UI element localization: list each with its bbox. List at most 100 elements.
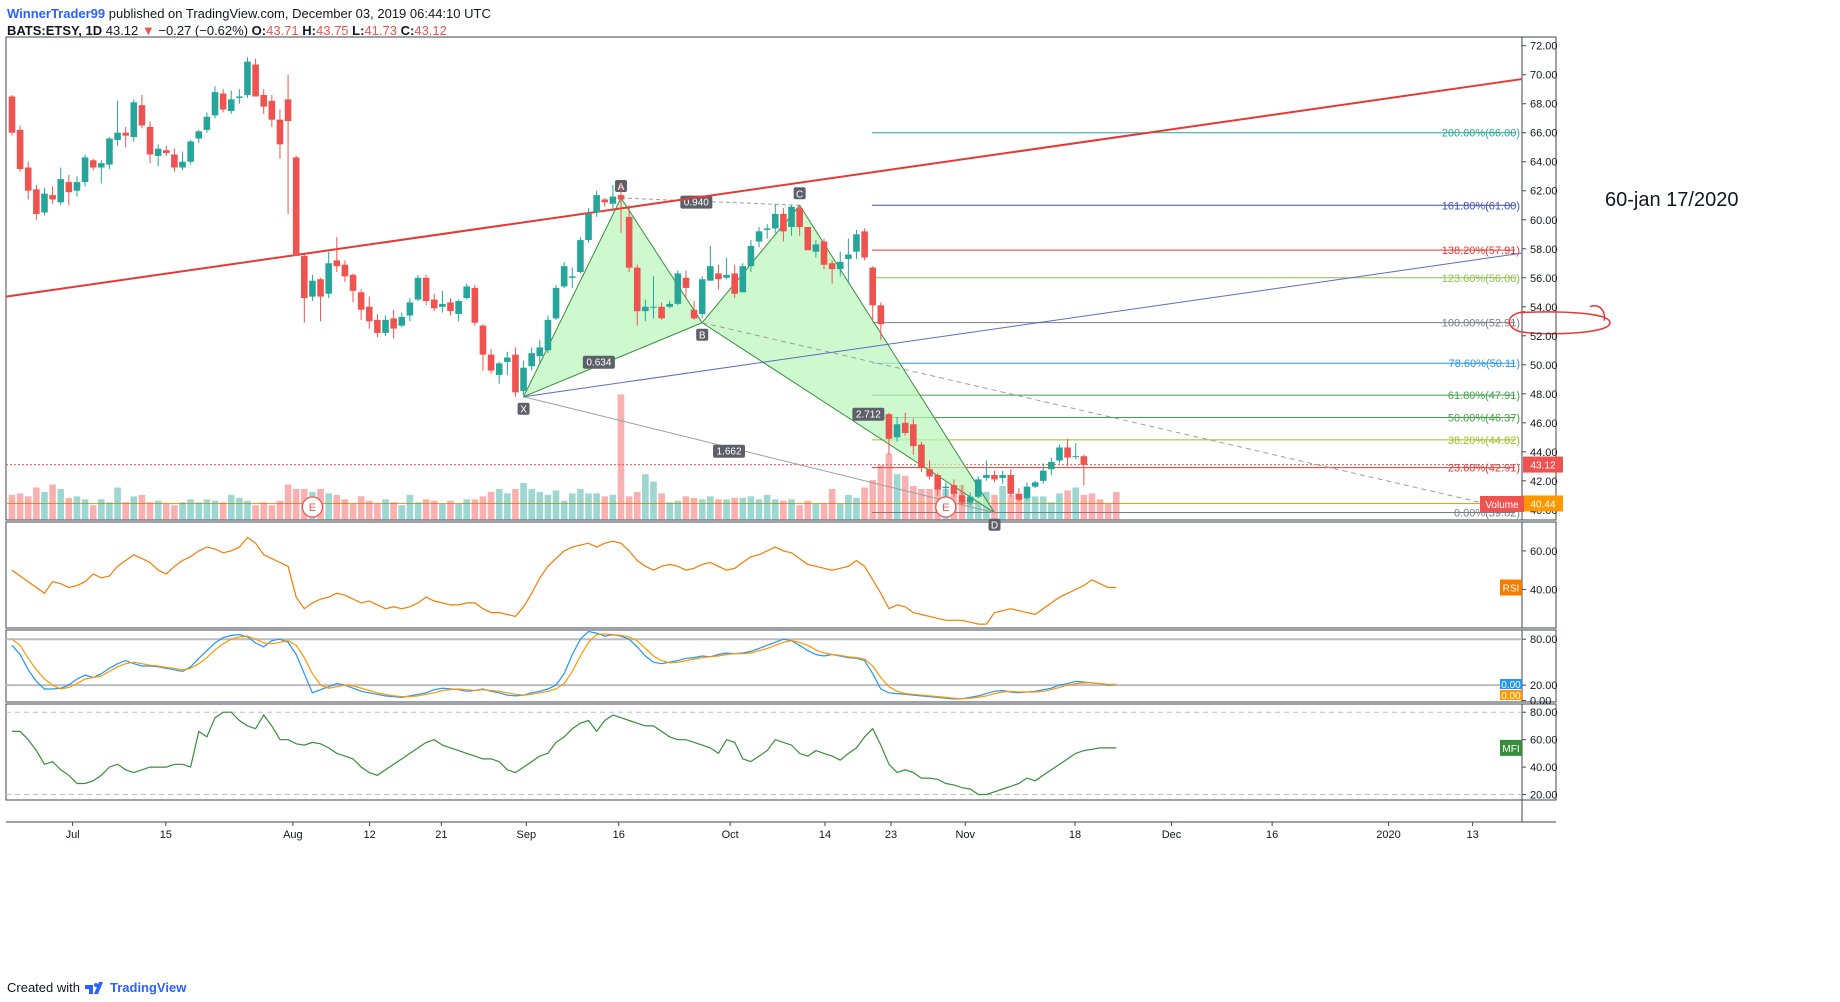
price-axes[interactable]: 72.00 70.00 68.00 66.00 64.00 62.00 60.00 58.00…	[1522, 41, 1558, 802]
candle-body	[439, 303, 446, 307]
volume-bar	[577, 488, 584, 520]
author-link[interactable]: WinnerTrader99	[7, 6, 106, 21]
volume-bar	[918, 488, 925, 520]
fibonacci-extension[interactable]: 200.00%(66.00) 161.80%(61.00) 138.20%(57.9…	[872, 128, 1611, 520]
candle-body	[292, 157, 300, 257]
candle-body	[219, 93, 227, 110]
volume-bar	[568, 493, 576, 520]
price-tick-label-14: 44.00	[1530, 447, 1558, 459]
fib-level-label-7: 50.00%(46.37)	[1448, 412, 1520, 424]
indicator-series	[6, 536, 1522, 796]
blue-support-trendline	[523, 252, 1523, 398]
candle-body	[528, 353, 535, 367]
candle-body	[682, 277, 690, 288]
candle-body	[958, 495, 966, 503]
guide-lines	[6, 464, 1522, 504]
fib-level-label-5: 78.60%(50.11)	[1449, 358, 1520, 370]
candle-body	[536, 347, 544, 357]
volume-bar	[1096, 499, 1104, 520]
volume-bar	[16, 493, 24, 520]
candle-body	[828, 263, 836, 270]
footer: Created with TradingView	[7, 980, 186, 995]
volume-bar	[187, 499, 194, 520]
candle-body	[260, 95, 268, 107]
candle-body	[1072, 456, 1080, 458]
time-tick-label-13: 16	[1266, 829, 1278, 841]
volume-bar	[146, 502, 154, 520]
volume-bar	[999, 486, 1006, 520]
annotation-text: 60-jan 17/2020	[1605, 189, 1738, 211]
candle-body	[918, 444, 925, 468]
volume-bar	[536, 491, 544, 520]
volume-bar	[390, 502, 397, 520]
candle-body	[820, 241, 828, 265]
volume-bar	[195, 502, 203, 520]
volume-bar	[658, 493, 665, 520]
volume-bar	[666, 502, 674, 520]
candle-body	[195, 131, 203, 139]
mfi-tag-label: MFI	[1502, 744, 1519, 755]
candle-body	[1031, 482, 1039, 487]
chart-labels: E E60-jan 17/202043.1240.44VolumeRSI0.000…	[301, 189, 1738, 756]
publish-info: published on TradingView.com, December 0…	[108, 6, 491, 21]
volume-bar	[284, 484, 292, 520]
candle-body	[447, 302, 454, 312]
volume-bar	[893, 474, 901, 520]
volume-bar	[512, 488, 519, 520]
candle-body	[974, 479, 982, 497]
pattern-ac-line	[620, 197, 800, 206]
candle-body	[374, 319, 381, 333]
volume-bar	[333, 494, 341, 520]
earnings-marker-label-0: E	[309, 502, 316, 514]
time-axis[interactable]: Jul 15 Aug 12 21 Sep 16 Oct 14 23 Nov 18 Dec 16 2020 13	[66, 822, 1479, 841]
candle-body	[1015, 493, 1023, 500]
volume-bar	[57, 488, 65, 520]
fib-level-label-8: 38.20%(44.82)	[1448, 435, 1520, 447]
fib-level-label-9: 23.60%(42.91)	[1448, 463, 1520, 475]
candle-body	[154, 148, 162, 156]
volume-bar	[8, 494, 16, 520]
volume-bar	[179, 502, 186, 520]
time-tick-label-0: Jul	[66, 829, 80, 841]
volume-bar	[552, 490, 560, 520]
volume-bar	[268, 505, 276, 520]
close-label: C:	[400, 23, 415, 38]
candle-body	[1007, 475, 1015, 494]
mfi-tick-label-1: 60.00	[1530, 735, 1558, 747]
volume-bar	[601, 496, 609, 520]
candle-body	[885, 414, 893, 439]
candle-body	[877, 305, 885, 325]
candle-body	[382, 319, 389, 333]
volume-bar	[609, 494, 617, 520]
mfi-tick-label-0: 80.00	[1530, 707, 1558, 719]
volume-bar	[73, 496, 81, 520]
candle-body	[57, 179, 65, 203]
time-tick-label-14: 2020	[1376, 829, 1400, 841]
candle-body	[106, 138, 113, 165]
trend-lines[interactable]	[5, 78, 1523, 398]
tradingview-link[interactable]: TradingView	[109, 980, 187, 995]
symbol-header: BATS:ETSY, 1D 43.12 ▼ −0.27 (−0.62%) O:4…	[7, 23, 447, 38]
candle-body	[341, 264, 349, 277]
candle-body	[942, 486, 950, 489]
pane-frame-1	[5, 521, 1557, 629]
price-tick-label-0: 72.00	[1530, 41, 1558, 53]
candle-body	[479, 325, 487, 355]
open-label: O:	[251, 23, 267, 38]
candle-body	[406, 302, 414, 316]
candle-body	[1056, 447, 1063, 461]
candle-body	[236, 96, 243, 98]
candle-body	[179, 161, 186, 168]
volume-bar	[820, 503, 828, 520]
pattern-ratio-label-2: 2.712	[856, 410, 881, 421]
volume-bar	[698, 499, 706, 520]
candle-body	[747, 245, 755, 267]
candle-body	[593, 195, 600, 213]
candle-body	[723, 274, 730, 278]
volume-bar	[723, 499, 730, 520]
volume-bar	[755, 499, 763, 520]
volume-bar	[1064, 490, 1071, 520]
candle-body	[1039, 470, 1047, 481]
